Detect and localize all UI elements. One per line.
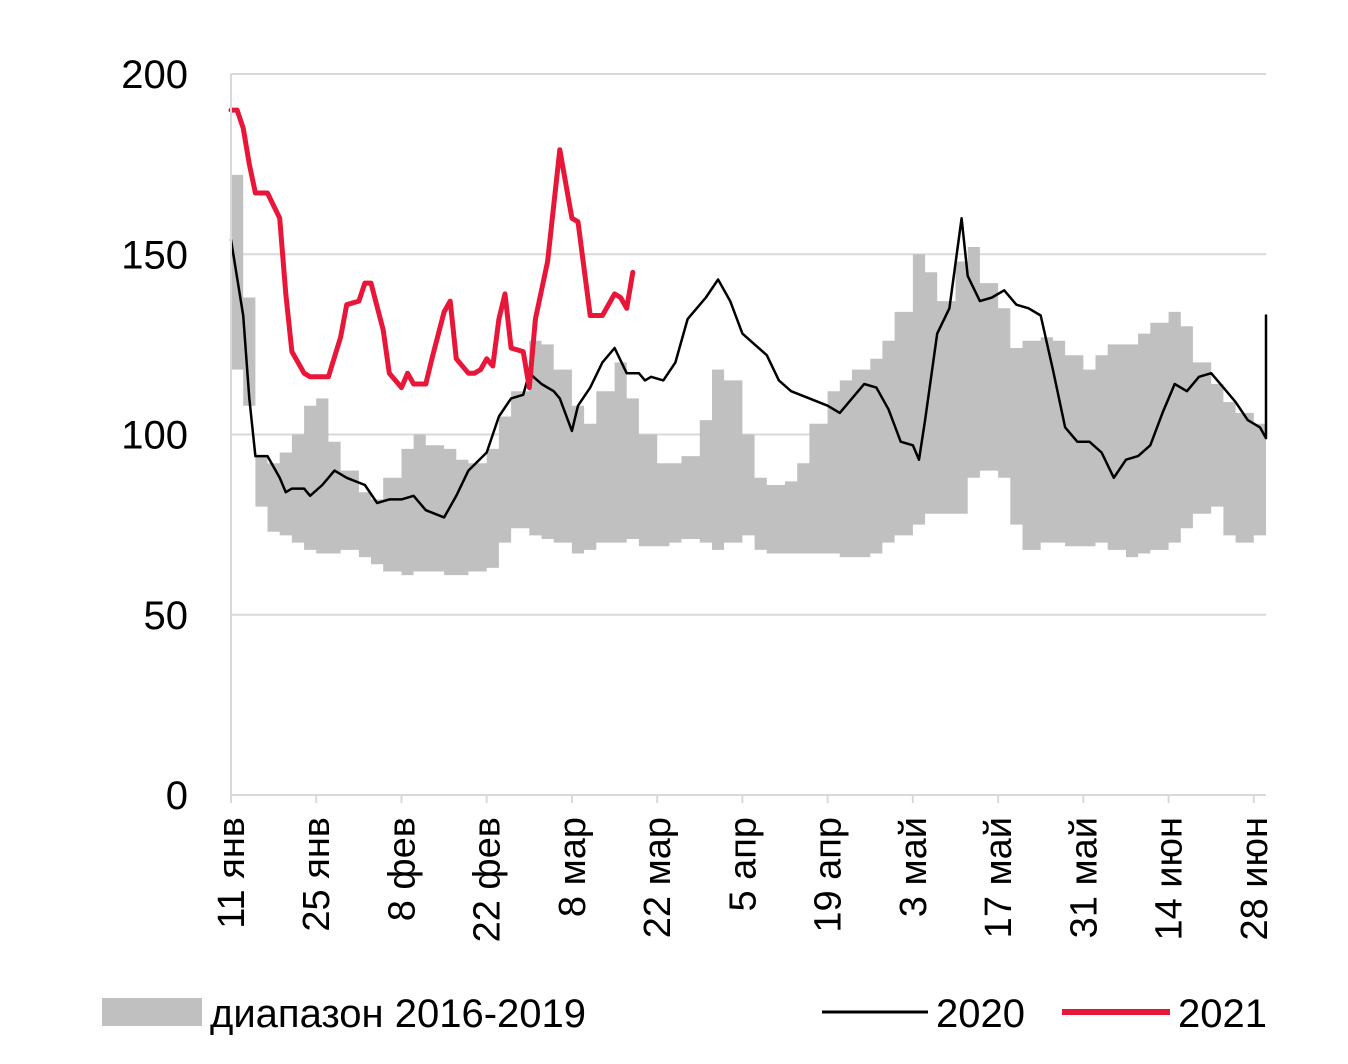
- x-tick-label: 8 мар: [552, 817, 594, 917]
- x-tick-label: 31 май: [1063, 817, 1105, 938]
- x-tick-label: 14 июн: [1149, 817, 1191, 941]
- y-tick-200: 200: [121, 53, 188, 97]
- range-band-area: [231, 174, 1266, 576]
- x-tick-label: 22 мар: [637, 817, 679, 938]
- x-tick-label: 22 фев: [467, 817, 509, 942]
- x-tick-label: 28 июн: [1234, 817, 1276, 941]
- y-tick-50: 50: [144, 594, 189, 638]
- legend-swatch-range: [102, 998, 202, 1026]
- x-tick-label: 17 май: [978, 817, 1020, 938]
- x-tick-label: 25 янв: [296, 817, 338, 932]
- x-tick-label: 5 апр: [722, 817, 764, 912]
- series-line-2021: [228, 107, 636, 391]
- y-tick-150: 150: [121, 233, 188, 277]
- legend-label-range: диапазон 2016-2019: [210, 992, 586, 1036]
- series-line-2020: [229, 216, 1268, 519]
- x-tick-label: 8 фев: [382, 817, 424, 921]
- x-tick-label: 11 янв: [211, 817, 253, 929]
- x-axis-ticks: 11 янв 25 янв 8 фев 22 фев 8 мар 22 мар 5 апр 1…: [211, 795, 1276, 942]
- y-tick-100: 100: [121, 414, 188, 458]
- legend-label-2021: 2021: [1178, 992, 1267, 1036]
- y-tick-0: 0: [166, 774, 188, 818]
- axes: [230, 74, 1266, 796]
- range-band-group: [231, 174, 1266, 576]
- series-lines: [228, 107, 1268, 519]
- legend-label-2020: 2020: [936, 992, 1025, 1036]
- y-axis-ticks: 0 50 100 150 200: [121, 53, 188, 818]
- x-tick-label: 3 май: [893, 817, 935, 917]
- legend: диапазон 2016-2019 2020 2021: [102, 992, 1267, 1036]
- x-tick-label: 19 апр: [808, 817, 850, 933]
